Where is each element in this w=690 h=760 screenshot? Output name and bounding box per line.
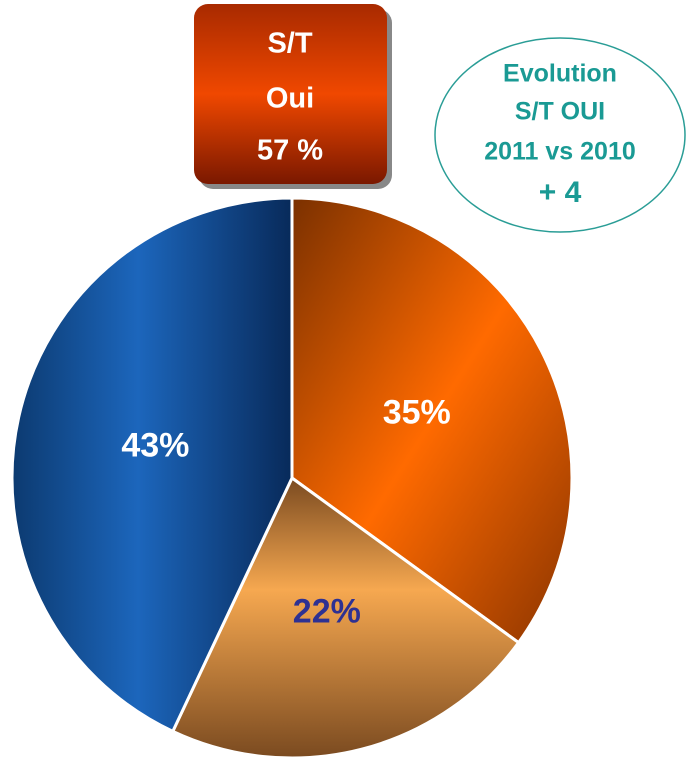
- data-label: 22%: [293, 593, 361, 631]
- annotation-bubble: [434, 37, 686, 233]
- annotation-text: 2011 vs 2010: [484, 138, 636, 166]
- annotation-box: [194, 4, 387, 184]
- pie-slice: [10, 196, 294, 734]
- annotation-text: S/T: [267, 28, 312, 60]
- annotation-text: + 4: [539, 176, 582, 209]
- data-label: 43%: [121, 426, 189, 464]
- annotation-text: Evolution: [503, 60, 617, 88]
- annotation-text: Oui: [266, 83, 314, 115]
- annotation-text: 57 %: [257, 135, 323, 167]
- annotation-text: S/T OUI: [515, 98, 605, 126]
- pie-slice: [290, 196, 574, 645]
- data-label: 35%: [383, 393, 451, 431]
